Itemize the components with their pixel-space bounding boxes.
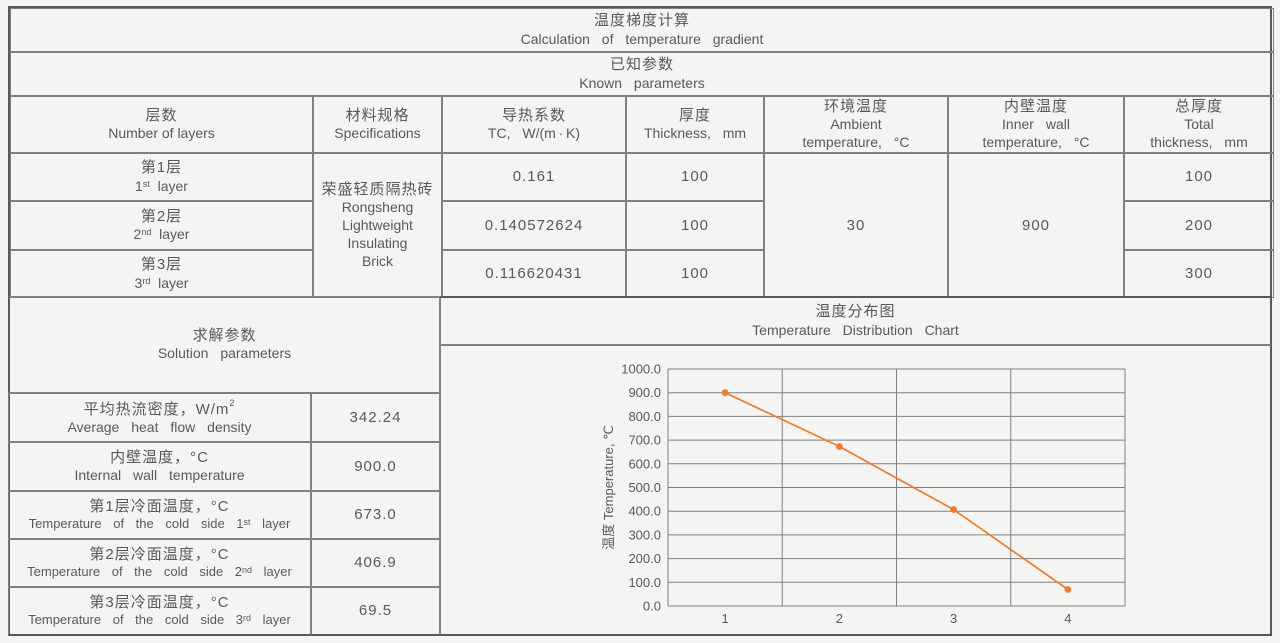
svg-text:900.0: 900.0 — [628, 385, 661, 400]
svg-text:1: 1 — [722, 611, 729, 626]
svg-text:3: 3 — [950, 611, 957, 626]
svg-text:800.0: 800.0 — [628, 409, 661, 424]
svg-text:200.0: 200.0 — [628, 551, 661, 566]
svg-text:温度 Temperature, ℃: 温度 Temperature, ℃ — [601, 425, 616, 549]
svg-text:4: 4 — [1064, 611, 1071, 626]
svg-text:100.0: 100.0 — [628, 575, 661, 590]
svg-text:400.0: 400.0 — [628, 504, 661, 519]
svg-text:500.0: 500.0 — [628, 480, 661, 495]
svg-text:300.0: 300.0 — [628, 527, 661, 542]
svg-text:600.0: 600.0 — [628, 456, 661, 471]
svg-text:1000.0: 1000.0 — [621, 362, 661, 377]
svg-text:0.0: 0.0 — [643, 599, 661, 614]
svg-text:2: 2 — [836, 611, 843, 626]
svg-text:700.0: 700.0 — [628, 433, 661, 448]
